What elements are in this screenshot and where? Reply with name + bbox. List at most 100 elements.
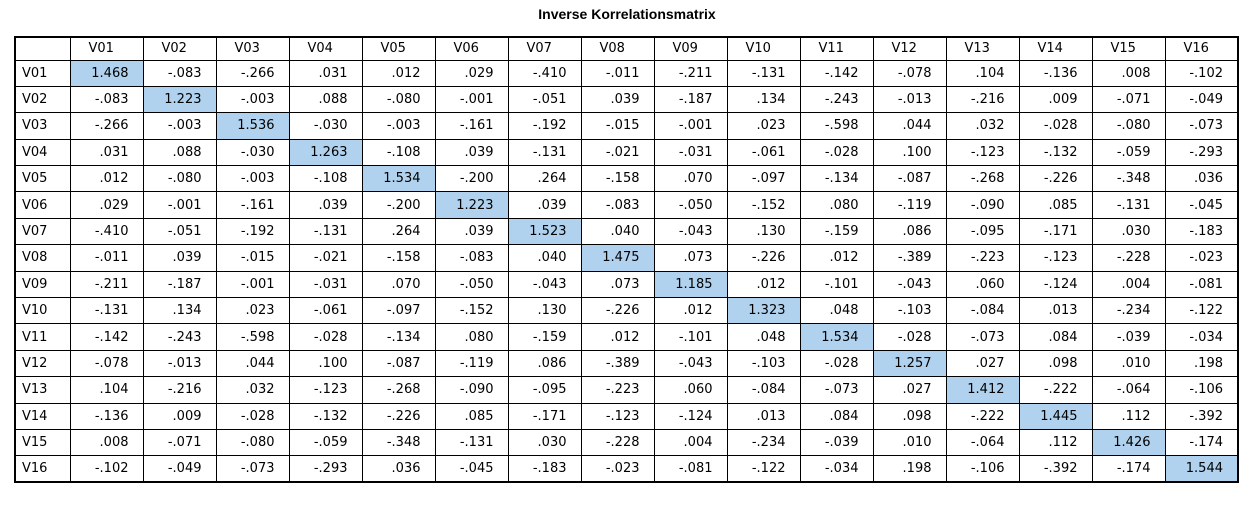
matrix-cell: .088 bbox=[142, 138, 217, 167]
matrix-cell: -.013 bbox=[142, 349, 217, 378]
matrix-cell: -.123 bbox=[580, 402, 655, 430]
matrix-cell: .004 bbox=[653, 428, 728, 457]
matrix-cell: -.073 bbox=[945, 323, 1020, 351]
matrix-cell: -.410 bbox=[507, 59, 582, 87]
matrix-cell: -.050 bbox=[653, 191, 728, 219]
matrix-cell: -.078 bbox=[872, 59, 947, 87]
diagonal-cell: 1.263 bbox=[288, 138, 363, 167]
diagonal-cell: 1.426 bbox=[1091, 428, 1166, 457]
matrix-cell: -.226 bbox=[726, 244, 801, 272]
matrix-cell: -.039 bbox=[1091, 323, 1166, 351]
matrix-cell: .070 bbox=[361, 270, 436, 299]
matrix-cell: -.243 bbox=[142, 323, 217, 351]
matrix-cell: -.031 bbox=[653, 138, 728, 167]
row-header: V09 bbox=[14, 270, 71, 299]
matrix-cell: -.073 bbox=[799, 376, 874, 404]
matrix-cell: .085 bbox=[1018, 191, 1093, 219]
matrix-cell: -.159 bbox=[799, 217, 874, 246]
matrix-cell: -.073 bbox=[1164, 112, 1239, 140]
matrix-cell: -.228 bbox=[1091, 244, 1166, 272]
matrix-cell: -.183 bbox=[507, 455, 582, 483]
matrix-cell: -.043 bbox=[653, 349, 728, 378]
matrix-cell: -.142 bbox=[69, 323, 144, 351]
matrix-cell: -.081 bbox=[1164, 270, 1239, 299]
matrix-cell: .112 bbox=[1018, 428, 1093, 457]
matrix-cell: .027 bbox=[872, 376, 947, 404]
matrix-cell: -.222 bbox=[1018, 376, 1093, 404]
matrix-cell: -.080 bbox=[215, 428, 290, 457]
diagonal-cell: 1.468 bbox=[69, 59, 144, 87]
matrix-cell: .039 bbox=[142, 244, 217, 272]
matrix-cell: -.268 bbox=[361, 376, 436, 404]
matrix-cell: .009 bbox=[142, 402, 217, 430]
matrix-cell: -.187 bbox=[653, 85, 728, 114]
matrix-cell: -.031 bbox=[288, 270, 363, 299]
table-row: V05.012 -.080 -.003 -.108 1.534 -.200.264 -.15… bbox=[14, 165, 1239, 193]
matrix-cell: .084 bbox=[799, 402, 874, 430]
matrix-cell: -.049 bbox=[1164, 85, 1239, 114]
matrix-cell: -.003 bbox=[361, 112, 436, 140]
matrix-cell: -.043 bbox=[872, 270, 947, 299]
matrix-cell: -.243 bbox=[799, 85, 874, 114]
matrix-cell: .060 bbox=[945, 270, 1020, 299]
matrix-cell: -.598 bbox=[799, 112, 874, 140]
diagonal-cell: 1.223 bbox=[434, 191, 509, 219]
matrix-cell: .012 bbox=[653, 297, 728, 325]
table-row: V16 -.102 -.049 -.073 -.293.036 -.045 -.183 -.0… bbox=[14, 455, 1239, 483]
matrix-cell: -.389 bbox=[872, 244, 947, 272]
matrix-cell: .104 bbox=[945, 59, 1020, 87]
matrix-cell: -.183 bbox=[1164, 217, 1239, 246]
matrix-cell: -.226 bbox=[1018, 165, 1093, 193]
row-header: V04 bbox=[14, 138, 71, 167]
row-header: V08 bbox=[14, 244, 71, 272]
matrix-cell: -.134 bbox=[799, 165, 874, 193]
matrix-cell: -.001 bbox=[215, 270, 290, 299]
matrix-cell: -.059 bbox=[288, 428, 363, 457]
matrix-cell: -.080 bbox=[1091, 112, 1166, 140]
row-header: V02 bbox=[14, 85, 71, 114]
matrix-cell: .023 bbox=[215, 297, 290, 325]
matrix-cell: -.132 bbox=[288, 402, 363, 430]
matrix-cell: -.174 bbox=[1091, 455, 1166, 483]
matrix-cell: -.061 bbox=[288, 297, 363, 325]
matrix-cell: -.015 bbox=[215, 244, 290, 272]
matrix-cell: -.001 bbox=[653, 112, 728, 140]
matrix-cell: -.192 bbox=[507, 112, 582, 140]
column-header: V04 bbox=[288, 36, 363, 61]
matrix-cell: .080 bbox=[434, 323, 509, 351]
matrix-cell: -.101 bbox=[653, 323, 728, 351]
matrix-cell: -.348 bbox=[1091, 165, 1166, 193]
matrix-cell: -.124 bbox=[1018, 270, 1093, 299]
matrix-cell: -.123 bbox=[288, 376, 363, 404]
matrix-cell: -.003 bbox=[215, 85, 290, 114]
matrix-cell: -.028 bbox=[288, 323, 363, 351]
matrix-cell: -.003 bbox=[142, 112, 217, 140]
matrix-cell: -.222 bbox=[945, 402, 1020, 430]
matrix-cell: -.023 bbox=[580, 455, 655, 483]
matrix-cell: -.161 bbox=[434, 112, 509, 140]
matrix-cell: -.200 bbox=[361, 191, 436, 219]
matrix-cell: -.080 bbox=[361, 85, 436, 114]
matrix-cell: .010 bbox=[1091, 349, 1166, 378]
column-header: V07 bbox=[507, 36, 582, 61]
matrix-cell: -.095 bbox=[945, 217, 1020, 246]
column-header: V16 bbox=[1164, 36, 1239, 61]
matrix-cell: -.087 bbox=[361, 349, 436, 378]
matrix-cell: .012 bbox=[69, 165, 144, 193]
row-header: V10 bbox=[14, 297, 71, 325]
diagonal-cell: 1.323 bbox=[726, 297, 801, 325]
diagonal-cell: 1.544 bbox=[1164, 455, 1239, 483]
matrix-cell: .008 bbox=[69, 428, 144, 457]
matrix-cell: .086 bbox=[872, 217, 947, 246]
matrix-cell: -.028 bbox=[872, 323, 947, 351]
column-header: V03 bbox=[215, 36, 290, 61]
matrix-cell: .198 bbox=[1164, 349, 1239, 378]
matrix-cell: .080 bbox=[799, 191, 874, 219]
column-header: V08 bbox=[580, 36, 655, 61]
matrix-cell: .031 bbox=[288, 59, 363, 87]
table-title: Inverse Korrelationsmatrix bbox=[538, 6, 716, 22]
matrix-cell: -.106 bbox=[1164, 376, 1239, 404]
matrix-cell: -.348 bbox=[361, 428, 436, 457]
diagonal-cell: 1.523 bbox=[507, 217, 582, 246]
row-header: V13 bbox=[14, 376, 71, 404]
